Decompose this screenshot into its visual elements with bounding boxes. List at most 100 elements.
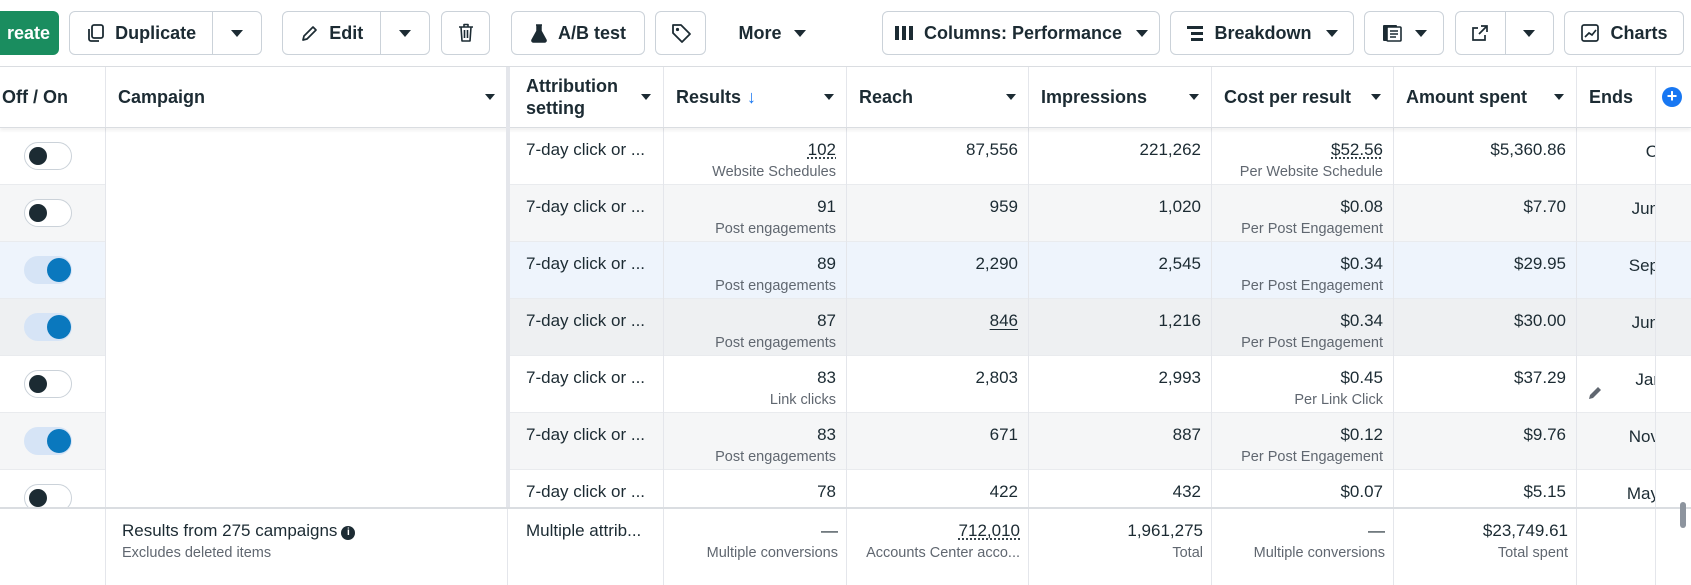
footer-cost-sub: Multiple conversions bbox=[1253, 545, 1385, 561]
campaign-toggle[interactable] bbox=[24, 370, 72, 398]
campaign-toggle[interactable] bbox=[24, 199, 72, 227]
campaign-toggle[interactable] bbox=[24, 142, 72, 170]
results-value: 78 bbox=[817, 482, 836, 501]
cost-cell: $0.34 Per Post Engagement bbox=[1212, 242, 1394, 299]
reach-value: 671 bbox=[989, 425, 1018, 444]
edit-button[interactable]: Edit bbox=[283, 12, 380, 54]
attribution-value: 7-day click or ... bbox=[526, 311, 646, 330]
ends-value: Jun bbox=[1631, 199, 1655, 218]
ends-value: May bbox=[1626, 484, 1656, 503]
footer-reach-value[interactable]: 712,010 bbox=[958, 521, 1020, 540]
chevron-down-icon[interactable] bbox=[1554, 94, 1564, 100]
export-icon bbox=[1470, 23, 1490, 43]
info-icon[interactable]: i bbox=[341, 526, 356, 540]
breakdown-button[interactable]: Breakdown bbox=[1170, 11, 1354, 55]
header-reach[interactable]: Reach bbox=[847, 67, 1029, 127]
cost-value: $0.08 bbox=[1340, 197, 1383, 216]
delete-button[interactable] bbox=[441, 11, 490, 55]
chevron-down-icon bbox=[231, 29, 244, 37]
header-amount-spent[interactable]: Amount spent bbox=[1394, 67, 1577, 127]
results-type: Website Schedules bbox=[712, 164, 836, 180]
impressions-value: 887 bbox=[1172, 425, 1201, 444]
cost-value[interactable]: $52.56 bbox=[1331, 140, 1383, 159]
results-value[interactable]: 102 bbox=[807, 140, 836, 159]
footer-spent: $23,749.61 Total spent bbox=[1394, 509, 1577, 585]
results-type: Link clicks bbox=[769, 392, 836, 408]
header-attribution-label: Attribution setting bbox=[526, 76, 618, 118]
results-type: Post engagements bbox=[715, 278, 836, 294]
toggle-cell bbox=[0, 242, 106, 299]
footer-results-value: — bbox=[821, 521, 838, 540]
attribution-cell: 7-day click or ... bbox=[514, 299, 664, 356]
reports-button[interactable] bbox=[1364, 11, 1444, 55]
campaign-toggle[interactable] bbox=[24, 427, 72, 455]
cost-value: $0.34 bbox=[1340, 311, 1383, 330]
edit-button-group: Edit bbox=[282, 11, 430, 55]
table-row[interactable]: 7-day click or ... 83 Link clicks 2,803 2,99… bbox=[0, 356, 1691, 413]
duplicate-dropdown-button[interactable] bbox=[212, 12, 261, 54]
toggle-cell bbox=[0, 128, 106, 185]
ends-value: Sep bbox=[1628, 256, 1656, 275]
cost-type: Per Post Engagement bbox=[1241, 449, 1383, 465]
add-column-icon[interactable]: + bbox=[1662, 87, 1682, 107]
table-header: Off / On Campaign Attribution setting Re… bbox=[0, 67, 1691, 128]
footer-impressions-sub: Total bbox=[1172, 545, 1203, 561]
chevron-down-icon bbox=[793, 29, 806, 37]
chevron-down-icon[interactable] bbox=[1189, 94, 1199, 100]
header-impressions[interactable]: Impressions bbox=[1029, 67, 1212, 127]
header-impressions-label: Impressions bbox=[1041, 87, 1148, 107]
cost-type: Per Post Engagement bbox=[1241, 335, 1383, 351]
header-ends[interactable]: Ends bbox=[1577, 67, 1656, 127]
columns-icon bbox=[894, 25, 914, 41]
more-button[interactable]: More bbox=[722, 11, 822, 55]
export-dropdown-button[interactable] bbox=[1504, 12, 1554, 54]
ends-cell: May bbox=[1577, 470, 1656, 527]
campaign-toggle[interactable] bbox=[24, 256, 72, 284]
charts-label: Charts bbox=[1610, 22, 1668, 43]
chevron-down-icon[interactable] bbox=[485, 94, 495, 100]
footer-impressions-value: 1,961,275 bbox=[1127, 521, 1203, 540]
reach-value[interactable]: 846 bbox=[989, 311, 1018, 330]
export-button[interactable] bbox=[1456, 12, 1505, 54]
header-off-on: Off / On bbox=[0, 67, 106, 127]
spent-cell: $9.76 bbox=[1394, 413, 1577, 470]
campaign-toggle[interactable] bbox=[24, 313, 72, 341]
charts-button[interactable]: Charts bbox=[1564, 11, 1684, 55]
pencil-icon[interactable] bbox=[1587, 383, 1605, 406]
attribution-cell: 7-day click or ... bbox=[514, 356, 664, 413]
sort-descending-icon[interactable]: ↓ bbox=[747, 87, 757, 107]
cost-cell: $0.45 Per Link Click bbox=[1212, 356, 1394, 413]
toggle-knob bbox=[29, 375, 47, 393]
table-row[interactable]: 7-day click or ... 102 Website Schedules 87… bbox=[0, 128, 1691, 185]
impressions-value: 2,993 bbox=[1158, 368, 1201, 387]
spent-cell: $29.95 bbox=[1394, 242, 1577, 299]
ab-test-button[interactable]: A/B test bbox=[511, 11, 645, 55]
attribution-cell: 7-day click or ... bbox=[514, 413, 664, 470]
header-results[interactable]: Results ↓ bbox=[664, 67, 847, 127]
chevron-down-icon bbox=[1523, 29, 1536, 37]
vertical-scrollbar-thumb[interactable] bbox=[1680, 502, 1686, 528]
chevron-down-icon[interactable] bbox=[1006, 94, 1016, 100]
chevron-down-icon[interactable] bbox=[1371, 94, 1381, 100]
header-reach-label: Reach bbox=[859, 87, 914, 107]
create-button[interactable]: reate bbox=[0, 11, 59, 55]
tag-button[interactable] bbox=[655, 11, 706, 55]
header-attribution[interactable]: Attribution setting bbox=[514, 67, 664, 127]
reach-cell: 2,803 bbox=[847, 356, 1029, 413]
footer-cost: — Multiple conversions bbox=[1212, 509, 1394, 585]
edit-dropdown-button[interactable] bbox=[380, 12, 429, 54]
header-cost-per-result[interactable]: Cost per result bbox=[1212, 67, 1394, 127]
chevron-down-icon[interactable] bbox=[824, 94, 834, 100]
ab-test-label: A/B test bbox=[557, 22, 626, 43]
columns-button[interactable]: Columns: Performance bbox=[882, 11, 1160, 55]
header-results-text: Results ↓ bbox=[676, 86, 824, 108]
impressions-value: 2,545 bbox=[1158, 254, 1201, 273]
toggle-knob bbox=[47, 258, 71, 282]
duplicate-button[interactable]: Duplicate bbox=[70, 12, 212, 54]
chevron-down-icon bbox=[1415, 29, 1427, 37]
ends-cell: Jun bbox=[1577, 185, 1656, 242]
header-campaign[interactable]: Campaign bbox=[106, 67, 508, 127]
ends-cell: Jun bbox=[1577, 299, 1656, 356]
chevron-down-icon[interactable] bbox=[641, 94, 651, 100]
frozen-column-divider[interactable] bbox=[506, 67, 510, 585]
